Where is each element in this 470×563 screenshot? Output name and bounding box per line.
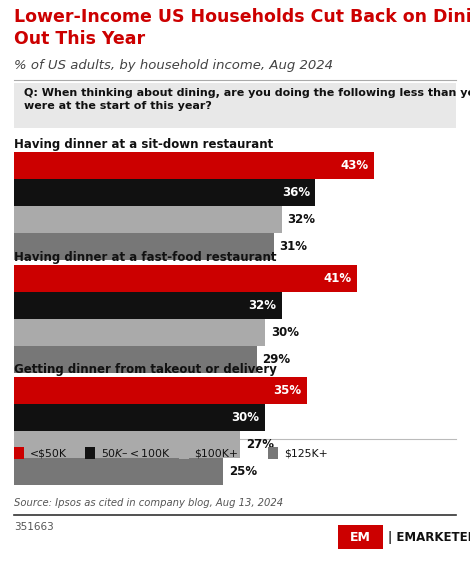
FancyBboxPatch shape [14, 233, 274, 260]
Text: 31%: 31% [279, 240, 307, 253]
FancyBboxPatch shape [14, 152, 374, 179]
Text: 43%: 43% [340, 159, 368, 172]
Text: 32%: 32% [248, 298, 276, 312]
FancyBboxPatch shape [14, 346, 257, 373]
Text: EM: EM [350, 530, 371, 544]
FancyBboxPatch shape [14, 265, 357, 292]
FancyBboxPatch shape [179, 447, 189, 459]
Text: 27%: 27% [246, 438, 274, 452]
Text: $100K+: $100K+ [195, 448, 239, 458]
FancyBboxPatch shape [268, 447, 278, 459]
Text: 32%: 32% [288, 213, 316, 226]
Text: Getting dinner from takeout or delivery: Getting dinner from takeout or delivery [14, 363, 277, 376]
FancyBboxPatch shape [14, 431, 240, 458]
Text: 35%: 35% [274, 384, 301, 397]
Text: Q: When thinking about dining, are you doing the following less than you
were at: Q: When thinking about dining, are you d… [24, 88, 470, 111]
FancyBboxPatch shape [14, 179, 315, 206]
Text: Source: Ipsos as cited in company blog, Aug 13, 2024: Source: Ipsos as cited in company blog, … [14, 498, 283, 508]
FancyBboxPatch shape [14, 292, 282, 319]
Text: 30%: 30% [271, 325, 299, 339]
Text: 41%: 41% [323, 271, 352, 285]
FancyBboxPatch shape [14, 377, 307, 404]
Text: 36%: 36% [282, 186, 310, 199]
Text: % of US adults, by household income, Aug 2024: % of US adults, by household income, Aug… [14, 59, 333, 72]
Text: Having dinner at a fast-food restaurant: Having dinner at a fast-food restaurant [14, 251, 277, 263]
Text: <$50K: <$50K [30, 448, 67, 458]
FancyBboxPatch shape [14, 447, 24, 459]
Text: 29%: 29% [263, 352, 290, 366]
Text: | EMARKETER: | EMARKETER [388, 530, 470, 544]
Text: 30%: 30% [232, 411, 259, 425]
Text: 25%: 25% [229, 465, 257, 479]
FancyBboxPatch shape [14, 404, 265, 431]
Text: $50K–<$100K: $50K–<$100K [101, 447, 171, 459]
FancyBboxPatch shape [14, 83, 456, 128]
Text: Having dinner at a sit-down restaurant: Having dinner at a sit-down restaurant [14, 138, 274, 151]
FancyBboxPatch shape [14, 458, 223, 485]
Text: Lower-Income US Households Cut Back on Dining
Out This Year: Lower-Income US Households Cut Back on D… [14, 8, 470, 48]
FancyBboxPatch shape [338, 525, 383, 549]
FancyBboxPatch shape [14, 319, 265, 346]
Text: 351663: 351663 [14, 522, 54, 533]
FancyBboxPatch shape [14, 206, 282, 233]
Text: $125K+: $125K+ [284, 448, 328, 458]
FancyBboxPatch shape [85, 447, 95, 459]
